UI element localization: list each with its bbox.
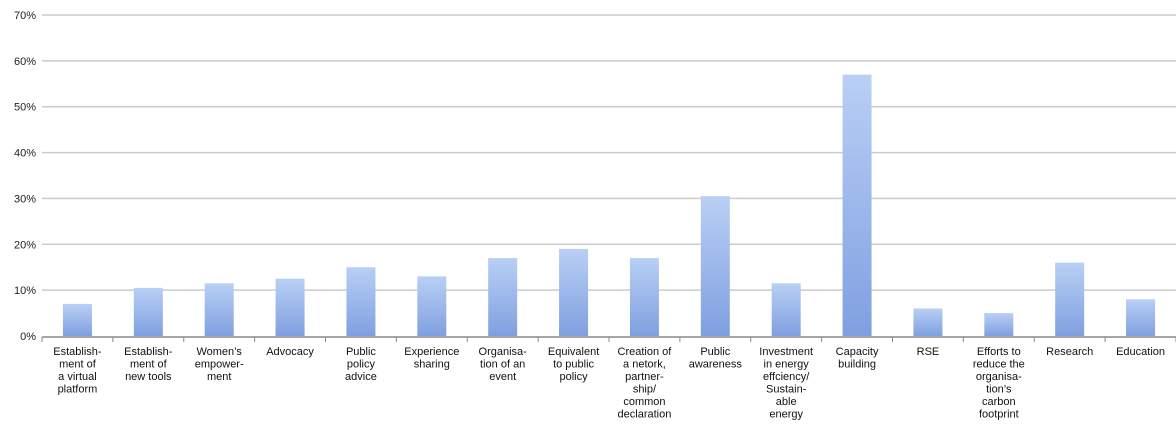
x-axis bbox=[41, 336, 1176, 342]
x-category-label: Public awareness bbox=[689, 346, 743, 371]
y-axis-tick-labels: 0% 10% 20% 30% 40% 50% 60% 70% bbox=[14, 10, 36, 343]
bar bbox=[629, 258, 659, 336]
y-tick-label: 30% bbox=[14, 193, 36, 205]
x-category-label: RSE bbox=[917, 346, 940, 358]
bar bbox=[204, 283, 234, 336]
x-category-label: Investment in energy effciency/Sustain-abl… bbox=[759, 346, 813, 421]
bar bbox=[842, 74, 872, 336]
bar bbox=[62, 303, 92, 336]
x-category-label: Establish-ment of a virtual platform bbox=[53, 346, 102, 396]
x-category-label: Advocacy bbox=[266, 346, 314, 358]
bar bbox=[1055, 262, 1085, 336]
y-tick-label: 10% bbox=[14, 285, 36, 297]
gridlines bbox=[42, 14, 1176, 291]
bar bbox=[346, 267, 376, 336]
bar bbox=[488, 258, 518, 336]
bars bbox=[62, 74, 1156, 336]
bar bbox=[133, 287, 163, 336]
bar bbox=[1126, 299, 1156, 336]
y-tick-label: 0% bbox=[20, 331, 36, 343]
x-category-label: Education bbox=[1116, 346, 1165, 358]
bar bbox=[275, 278, 305, 336]
y-tick-label: 40% bbox=[14, 148, 36, 160]
y-tick-label: 50% bbox=[14, 102, 36, 114]
x-category-label: Establish-ment of new tools bbox=[124, 346, 173, 383]
bar bbox=[417, 276, 447, 336]
x-category-label: Equivalent to public policy bbox=[548, 346, 599, 383]
x-category-label: Experience sharing bbox=[404, 346, 459, 371]
x-category-label: Creation of a netork, partner-ship/common d… bbox=[618, 346, 673, 421]
x-category-label: Capacity building bbox=[836, 346, 879, 371]
bar bbox=[700, 196, 730, 336]
y-tick-label: 20% bbox=[14, 239, 36, 251]
x-axis-category-labels: Establish-ment of a virtual platform Establ… bbox=[53, 346, 1165, 421]
y-tick-label: 60% bbox=[14, 56, 36, 68]
bar bbox=[771, 283, 801, 336]
x-category-label: Women’s empower-ment bbox=[195, 346, 244, 383]
bar bbox=[559, 248, 589, 336]
x-category-label: Public policy advice bbox=[345, 346, 377, 383]
y-tick-label: 70% bbox=[14, 10, 36, 22]
x-category-label: Efforts to reduce the organisa-tion’s carbo… bbox=[973, 346, 1025, 421]
x-category-label: Organisa-tion of an event bbox=[479, 346, 528, 383]
bar bbox=[984, 313, 1014, 336]
x-category-label: Research bbox=[1046, 346, 1093, 358]
bar bbox=[913, 308, 943, 336]
